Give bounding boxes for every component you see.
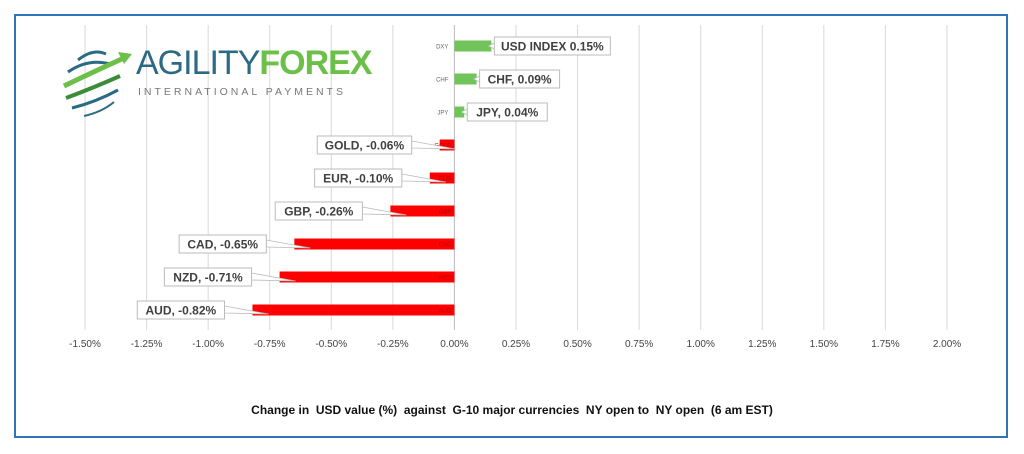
data-label: USD INDEX 0.15%: [501, 40, 604, 54]
globe-arrow-icon: [62, 50, 132, 117]
category-label: GBP: [439, 210, 452, 216]
x-tick-label: 1.00%: [687, 339, 715, 350]
logo-text-forex: FOREX: [259, 44, 372, 82]
x-tick-label: 0.75%: [625, 339, 653, 350]
category-label: EUR: [439, 177, 452, 183]
bar-nzd: [279, 271, 455, 283]
bar-jpy: [454, 106, 465, 118]
data-label-box: [493, 36, 611, 56]
data-label: JPY, 0.04%: [476, 106, 538, 120]
category-label: JPY: [437, 111, 448, 117]
x-tick-label: 0.25%: [502, 339, 530, 350]
bar-gold: [439, 139, 455, 151]
bar-chf: [454, 73, 477, 85]
data-label: GBP, -0.26%: [284, 205, 353, 219]
x-tick-label: -1.50%: [69, 339, 101, 350]
bar-dxy: [454, 40, 492, 52]
bar-aud: [252, 304, 455, 316]
x-tick-label: -1.25%: [131, 339, 163, 350]
category-label: CHF: [436, 78, 449, 84]
data-label-box: [274, 201, 363, 221]
data-label-box: [136, 300, 225, 320]
data-label: CAD, -0.65%: [187, 238, 258, 252]
x-tick-label: 1.25%: [748, 339, 776, 350]
category-label: CAD: [439, 243, 452, 249]
data-label-box: [314, 168, 403, 188]
data-label: EUR, -0.10%: [323, 172, 393, 186]
data-label: GOLD, -0.06%: [325, 139, 405, 153]
x-tick-label: 1.50%: [810, 339, 838, 350]
x-tick-label: -1.00%: [192, 339, 224, 350]
x-tick-label: -0.50%: [315, 339, 347, 350]
data-label-box: [163, 267, 253, 287]
data-label: CHF, 0.09%: [488, 73, 552, 87]
data-label-box: [466, 102, 548, 122]
bar-gbp: [390, 205, 455, 217]
data-label-box: [178, 234, 267, 254]
chart-frame: [14, 14, 1008, 438]
category-label: AUD: [439, 309, 452, 315]
x-tick-label: -0.25%: [377, 339, 409, 350]
data-label-box: [316, 135, 413, 155]
category-label: DXY: [436, 45, 448, 51]
x-tick-label: -0.75%: [254, 339, 286, 350]
bar-cad: [294, 238, 455, 250]
data-label: NZD, -0.71%: [173, 271, 243, 285]
logo-tagline: INTERNATIONAL PAYMENTS: [138, 86, 346, 98]
bar-eur: [429, 172, 455, 184]
chart-caption: Change in USD value (%) against G-10 maj…: [251, 403, 773, 417]
x-tick-label: 2.00%: [933, 339, 961, 350]
x-tick-label: 1.75%: [871, 339, 899, 350]
category-label: NZD: [439, 276, 452, 282]
x-tick-label: 0.50%: [563, 339, 591, 350]
data-label-box: [479, 69, 561, 89]
logo-text-agility: AGILITY: [136, 44, 260, 82]
data-label: AUD, -0.82%: [146, 304, 217, 318]
x-tick-label: 0.00%: [440, 339, 468, 350]
agility-forex-logo: AGILITYFOREX INTERNATIONAL PAYMENTS: [58, 40, 373, 120]
